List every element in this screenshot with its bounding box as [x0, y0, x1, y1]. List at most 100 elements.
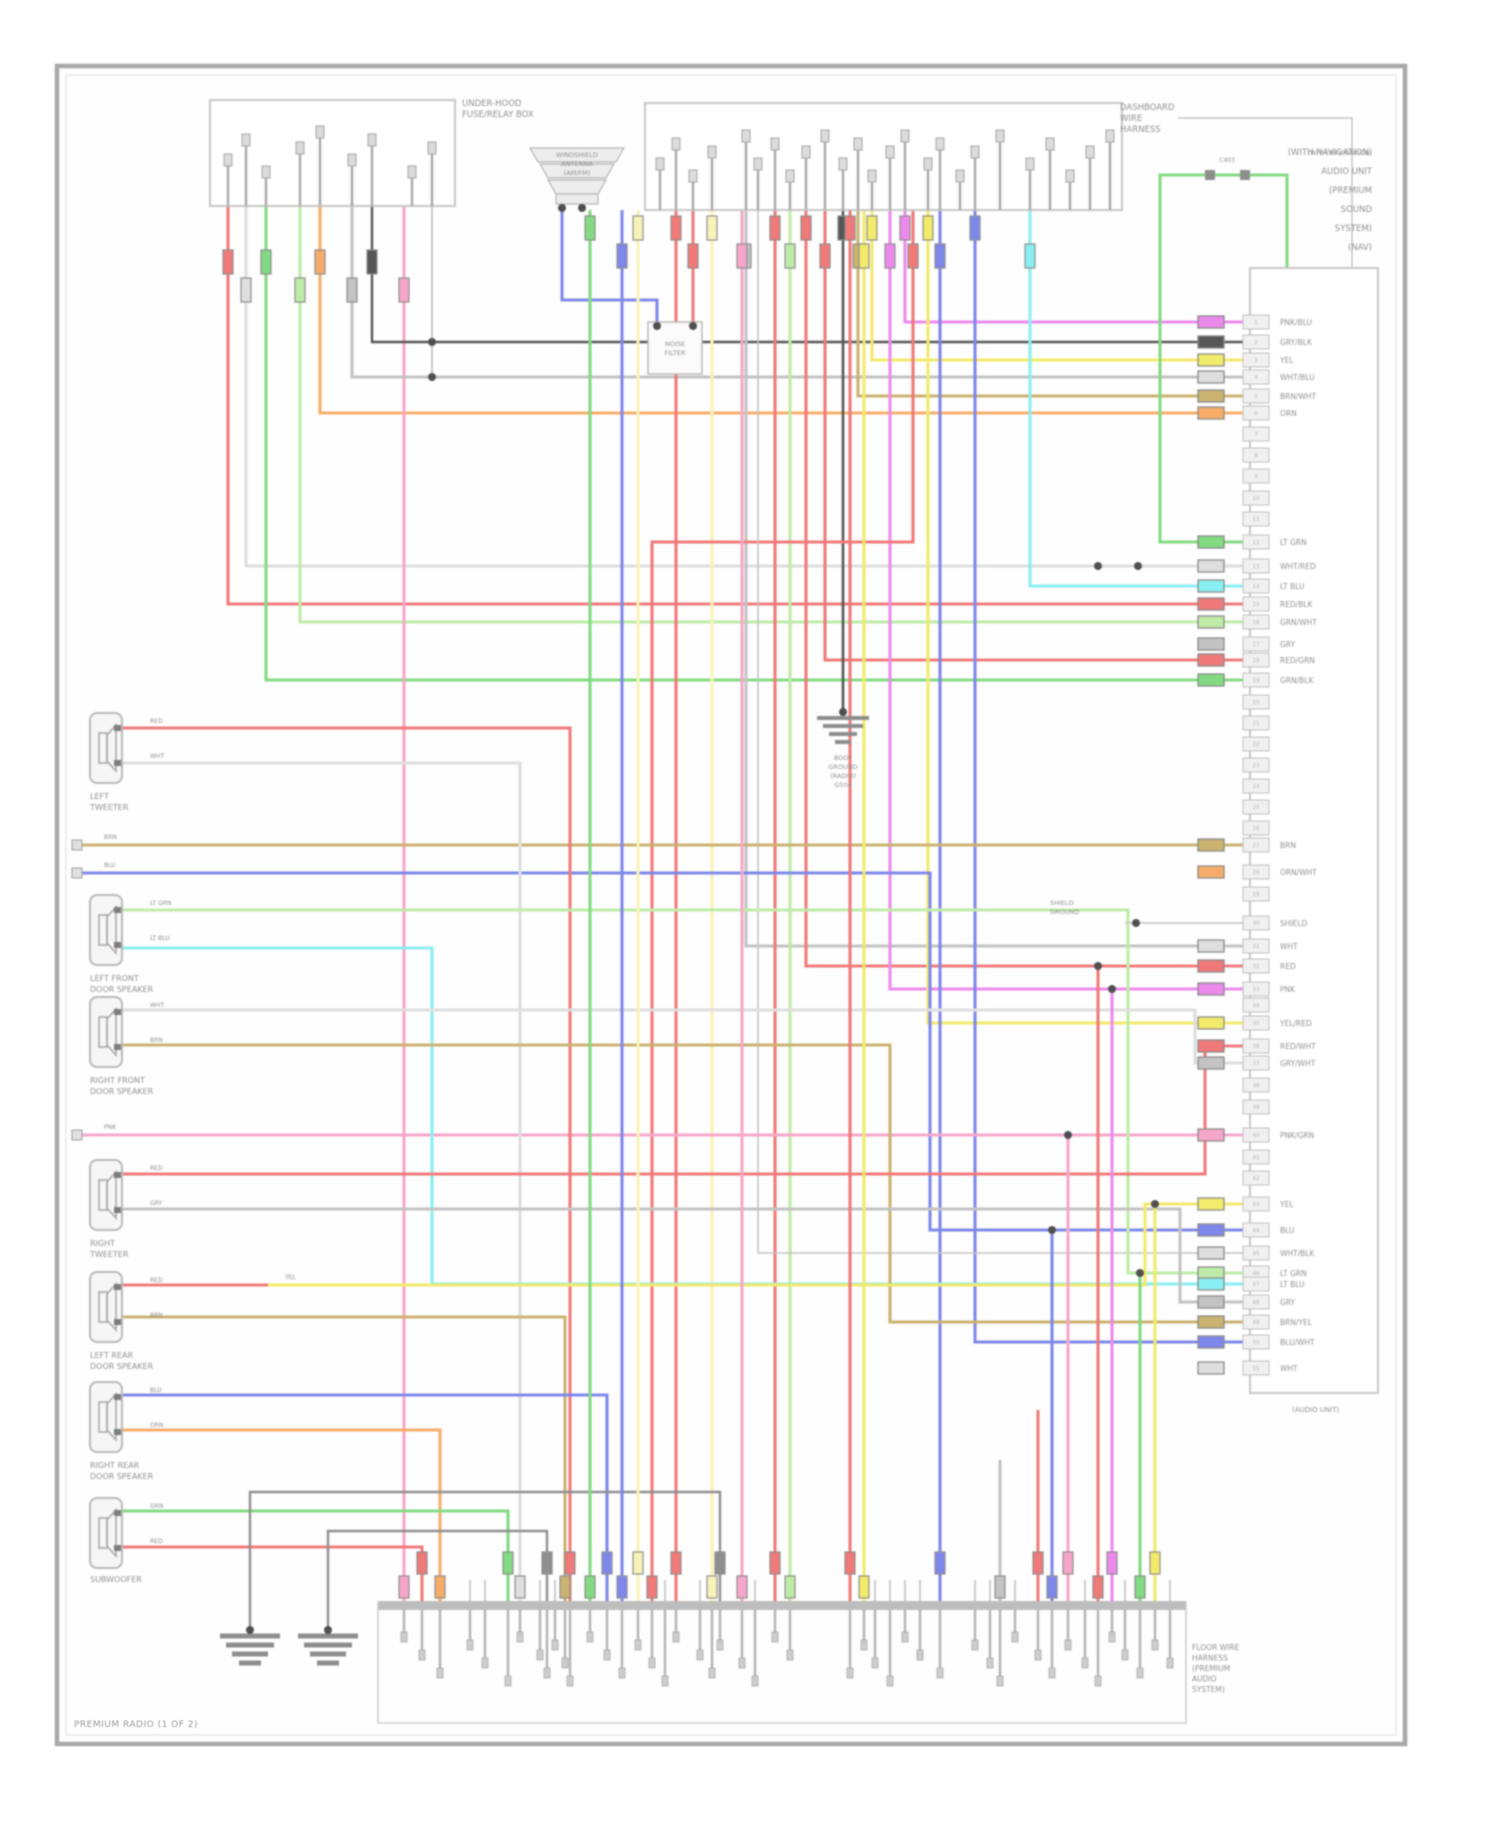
pin-connector — [1197, 673, 1225, 687]
pin-number: 2 — [1254, 340, 1258, 346]
pin-cap — [347, 153, 357, 167]
junction-dot — [428, 338, 436, 346]
pin-connector — [1197, 982, 1225, 996]
junction-dot — [839, 708, 847, 716]
pin-number: 36 — [1253, 1044, 1260, 1050]
pin-number: 12 — [1253, 540, 1260, 546]
pin-cap — [407, 165, 417, 179]
pin-cap — [885, 145, 895, 159]
speaker-cone — [106, 722, 117, 774]
pin-number: 9 — [1254, 474, 1258, 480]
strip-pin-cap — [916, 1649, 924, 1661]
pin-label: RED — [1280, 962, 1296, 971]
pin-cap — [955, 169, 965, 183]
speaker-cone — [106, 1169, 117, 1221]
wire-magenta — [888, 210, 1243, 991]
strip-connector — [736, 1575, 748, 1599]
pin-number: 40 — [1253, 1133, 1260, 1139]
pin-label: ORN — [1280, 409, 1297, 418]
audio-unit-title: SOUND — [1341, 205, 1373, 215]
pin-cap — [1105, 129, 1115, 143]
pin-cap — [820, 129, 830, 143]
junction-dot — [324, 1626, 332, 1634]
speaker-icon — [89, 996, 123, 1068]
wire-code: BLU — [150, 1387, 162, 1394]
inline-connector — [784, 243, 796, 269]
junction-dot — [428, 373, 436, 381]
wire-green — [1158, 173, 1289, 544]
strip-connector — [784, 1575, 796, 1599]
strip-connector — [994, 1575, 1006, 1599]
junction-dot — [1136, 1269, 1144, 1277]
pin-number: 5 — [1254, 394, 1258, 400]
pin-cell — [1242, 958, 1270, 974]
pin-number: 32 — [1253, 964, 1260, 970]
speaker-label: DOOR SPEAKER — [90, 1087, 154, 1096]
strip-connector — [769, 1551, 781, 1575]
pin-cell — [1242, 1099, 1270, 1115]
pin-label: GRY/BLK — [1280, 338, 1313, 347]
pin-label: YEL — [1279, 1200, 1294, 1209]
strip-pin-cap — [1048, 1667, 1056, 1679]
pin-label: WHT — [1280, 1364, 1298, 1373]
pin-number: 42 — [1253, 1176, 1260, 1182]
pin-cell — [1242, 915, 1270, 931]
inline-connector — [844, 215, 856, 241]
wire-dkgray — [248, 1490, 722, 1630]
pin-connector — [1197, 838, 1225, 852]
strip-pin-cap — [971, 1639, 979, 1651]
pin-cell — [1242, 388, 1270, 404]
wire-gray — [744, 210, 1243, 948]
inline-connector — [584, 215, 596, 241]
inline-connector — [687, 243, 699, 269]
junction-dot — [653, 322, 661, 330]
wire-code: BRN — [104, 834, 117, 841]
pin-number: 51 — [1253, 1366, 1260, 1372]
pin-number: 33 — [1253, 987, 1260, 993]
junction-dot — [1094, 962, 1102, 970]
pin-cell — [1242, 334, 1270, 350]
wire-yellow — [870, 210, 1243, 362]
pin-number: 1 — [1254, 320, 1258, 326]
pin-label: LT GRN — [1280, 1269, 1307, 1278]
strip-pin-cap — [996, 1675, 1004, 1687]
inline-connector — [1024, 243, 1036, 269]
pin-number: 20 — [1253, 700, 1260, 706]
strip-pin-cap — [566, 1675, 574, 1687]
wire-orange — [118, 1428, 442, 1601]
pin-label: LT BLU — [1280, 1280, 1305, 1289]
strip-pin-cap — [648, 1657, 656, 1669]
pin-cap — [838, 157, 848, 171]
pin-connector — [1197, 615, 1225, 629]
pin-cap — [261, 165, 271, 179]
pin-number: 41 — [1253, 1155, 1260, 1161]
pin-number: 18 — [1253, 658, 1260, 664]
junction-dot — [1064, 1131, 1072, 1139]
pin-cell — [1242, 1314, 1270, 1330]
pin-cell — [1242, 614, 1270, 630]
wire-red — [226, 206, 1243, 606]
pin-connector — [1197, 1335, 1225, 1349]
audio-unit-title: SYSTEM) — [1335, 224, 1372, 234]
pin-cap — [741, 129, 751, 143]
speaker-cone — [106, 1507, 117, 1559]
pin-cap — [785, 169, 795, 183]
antenna-icon — [538, 163, 616, 179]
wire-code: PNK — [104, 1124, 117, 1131]
speaker-label: RIGHT REAR — [90, 1461, 140, 1470]
pin-cell — [1242, 1055, 1270, 1071]
pin-label: LT GRN — [1280, 538, 1307, 547]
pin-number: 25 — [1253, 805, 1260, 811]
wire-yellow — [268, 1202, 1243, 1287]
pin-cell — [1242, 1360, 1270, 1376]
pin-label: ORN/WHT — [1280, 868, 1317, 877]
pin-cap — [801, 145, 811, 159]
pin-label: PNK/GRN — [1280, 1131, 1314, 1140]
pin-number: 17 — [1253, 642, 1260, 648]
pin-cell — [1242, 405, 1270, 421]
strip-pin-cap — [871, 1657, 879, 1669]
antenna-label: WINDSHIELD — [556, 151, 598, 159]
audio-unit-box — [1249, 267, 1379, 1394]
pin-cap — [995, 129, 1005, 143]
wire-code: YEL — [284, 1274, 296, 1281]
